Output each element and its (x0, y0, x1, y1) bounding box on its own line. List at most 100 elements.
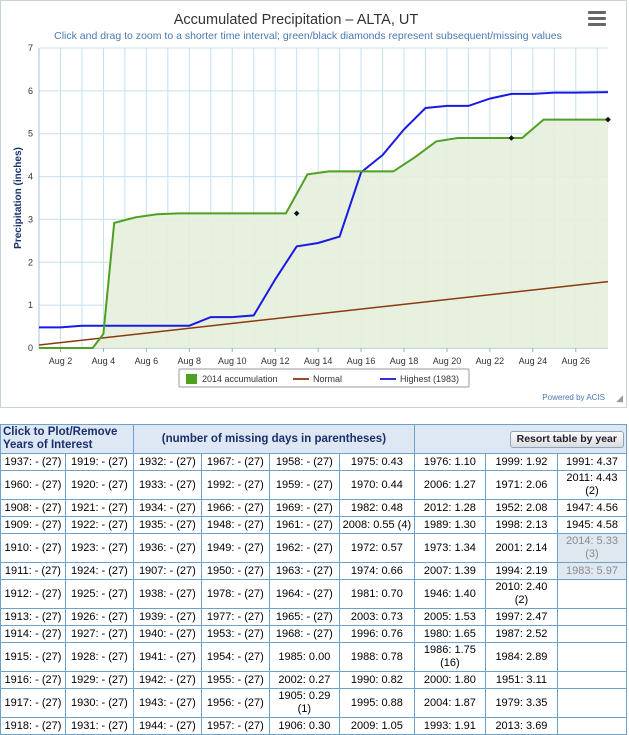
year-cell[interactable]: 1960: - (27) (0, 470, 66, 500)
year-cell[interactable]: 1951: 3.11 (484, 671, 558, 689)
year-cell[interactable]: 1969: - (27) (268, 499, 340, 517)
legend-item[interactable]: Highest (1983) (400, 374, 459, 384)
year-cell[interactable]: 1954: - (27) (200, 642, 270, 672)
year-cell[interactable]: 1926: - (27) (64, 608, 134, 626)
year-cell[interactable]: 2002: 0.27 (268, 671, 340, 689)
year-cell[interactable]: 2007: 1.39 (413, 562, 486, 580)
year-cell[interactable]: 1987: 2.52 (484, 625, 558, 643)
year-cell[interactable]: 1942: - (27) (132, 671, 202, 689)
year-cell[interactable]: 1939: - (27) (132, 608, 202, 626)
year-cell[interactable]: 1968: - (27) (268, 625, 340, 643)
year-cell[interactable]: 1994: 2.19 (484, 562, 558, 580)
year-cell[interactable]: 1915: - (27) (0, 642, 66, 672)
year-cell[interactable]: 1962: - (27) (268, 533, 340, 563)
year-cell[interactable]: 1952: 2.08 (484, 499, 558, 517)
year-cell[interactable]: 1905: 0.29 (1) (268, 688, 340, 718)
year-cell[interactable]: 1919: - (27) (64, 453, 134, 471)
year-cell[interactable]: 1935: - (27) (132, 516, 202, 534)
year-cell[interactable]: 1936: - (27) (132, 533, 202, 563)
year-cell[interactable]: 1931: - (27) (64, 717, 134, 735)
year-cell[interactable]: 2012: 1.28 (413, 499, 486, 517)
year-cell[interactable]: 1991: 4.37 (556, 453, 628, 471)
year-cell[interactable]: 1998: 2.13 (484, 516, 558, 534)
year-cell[interactable]: 1973: 1.34 (413, 533, 486, 563)
year-cell[interactable]: 1910: - (27) (0, 533, 66, 563)
year-cell[interactable]: 1944: - (27) (132, 717, 202, 735)
year-cell[interactable]: 1929: - (27) (64, 671, 134, 689)
year-cell[interactable]: 1908: - (27) (0, 499, 66, 517)
year-cell[interactable]: 1970: 0.44 (338, 470, 415, 500)
year-cell[interactable]: 1914: - (27) (0, 625, 66, 643)
year-cell[interactable]: 2008: 0.55 (4) (338, 516, 415, 534)
year-cell[interactable]: 1975: 0.43 (338, 453, 415, 471)
year-cell[interactable]: 1953: - (27) (200, 625, 270, 643)
year-cell[interactable]: 1946: 1.40 (413, 579, 486, 609)
legend-item[interactable]: Normal (313, 374, 342, 384)
resort-table-button[interactable]: Resort table by year (509, 430, 624, 448)
year-cell[interactable]: 1995: 0.88 (338, 688, 415, 718)
year-cell[interactable]: 1906: 0.30 (268, 717, 340, 735)
year-cell[interactable]: 1985: 0.00 (268, 642, 340, 672)
year-cell[interactable]: 1925: - (27) (64, 579, 134, 609)
year-cell[interactable]: 1923: - (27) (64, 533, 134, 563)
year-cell[interactable]: 1949: - (27) (200, 533, 270, 563)
year-cell[interactable]: 1979: 3.35 (484, 688, 558, 718)
year-cell[interactable]: 1922: - (27) (64, 516, 134, 534)
year-cell[interactable]: 1924: - (27) (64, 562, 134, 580)
year-cell[interactable]: 1937: - (27) (0, 453, 66, 471)
year-cell[interactable]: 1967: - (27) (200, 453, 270, 471)
legend-item[interactable]: 2014 accumulation (202, 374, 278, 384)
year-cell[interactable]: 2011: 4.43 (2) (556, 470, 628, 500)
year-cell[interactable]: 1990: 0.82 (338, 671, 415, 689)
year-cell[interactable]: 1992: - (27) (200, 470, 270, 500)
year-cell[interactable]: 2000: 1.80 (413, 671, 486, 689)
year-cell[interactable]: 1980: 1.65 (413, 625, 486, 643)
year-cell[interactable]: 1917: - (27) (0, 688, 66, 718)
year-cell[interactable]: 2004: 1.87 (413, 688, 486, 718)
year-cell[interactable]: 1989: 1.30 (413, 516, 486, 534)
year-cell[interactable]: 1950: - (27) (200, 562, 270, 580)
year-cell[interactable]: 1933: - (27) (132, 470, 202, 500)
year-cell[interactable]: 2009: 1.05 (338, 717, 415, 735)
year-cell[interactable]: 1996: 0.76 (338, 625, 415, 643)
year-cell[interactable]: 1928: - (27) (64, 642, 134, 672)
year-cell[interactable]: 2001: 2.14 (484, 533, 558, 563)
year-cell[interactable]: 1976: 1.10 (413, 453, 486, 471)
year-cell[interactable]: 1941: - (27) (132, 642, 202, 672)
year-cell[interactable]: 1918: - (27) (0, 717, 66, 735)
year-cell[interactable]: 1981: 0.70 (338, 579, 415, 609)
year-cell[interactable]: 1978: - (27) (200, 579, 270, 609)
year-cell[interactable]: 1907: - (27) (132, 562, 202, 580)
year-cell[interactable]: 1943: - (27) (132, 688, 202, 718)
year-cell[interactable]: 1984: 2.89 (484, 642, 558, 672)
year-cell[interactable]: 1983: 5.97 (556, 562, 628, 580)
year-cell[interactable]: 1959: - (27) (268, 470, 340, 500)
year-cell[interactable]: 1961: - (27) (268, 516, 340, 534)
year-cell[interactable]: 2013: 3.69 (484, 717, 558, 735)
year-cell[interactable]: 1912: - (27) (0, 579, 66, 609)
year-cell[interactable]: 1993: 1.91 (413, 717, 486, 735)
chart[interactable]: Accumulated Precipitation – ALTA, UT Cli… (1, 1, 628, 409)
year-cell[interactable]: 1955: - (27) (200, 671, 270, 689)
year-cell[interactable]: 1957: - (27) (200, 717, 270, 735)
year-cell[interactable]: 1938: - (27) (132, 579, 202, 609)
chart-menu-button[interactable] (588, 11, 606, 27)
year-cell[interactable]: 1977: - (27) (200, 608, 270, 626)
chart-credit[interactable]: Powered by ACIS (542, 393, 605, 402)
year-cell[interactable]: 1958: - (27) (268, 453, 340, 471)
year-cell[interactable]: 1974: 0.66 (338, 562, 415, 580)
year-cell[interactable]: 1999: 1.92 (484, 453, 558, 471)
year-cell[interactable]: 1972: 0.57 (338, 533, 415, 563)
year-cell[interactable]: 1909: - (27) (0, 516, 66, 534)
year-cell[interactable]: 1997: 2.47 (484, 608, 558, 626)
year-cell[interactable]: 1988: 0.78 (338, 642, 415, 672)
year-cell[interactable]: 1971: 2.06 (484, 470, 558, 500)
year-cell[interactable]: 1940: - (27) (132, 625, 202, 643)
year-cell[interactable]: 1934: - (27) (132, 499, 202, 517)
year-cell[interactable]: 1913: - (27) (0, 608, 66, 626)
year-cell[interactable]: 1948: - (27) (200, 516, 270, 534)
year-cell[interactable]: 1921: - (27) (64, 499, 134, 517)
year-cell[interactable]: 2014: 5.33 (3) (556, 533, 628, 563)
year-cell[interactable]: 1916: - (27) (0, 671, 66, 689)
year-cell[interactable]: 2005: 1.53 (413, 608, 486, 626)
